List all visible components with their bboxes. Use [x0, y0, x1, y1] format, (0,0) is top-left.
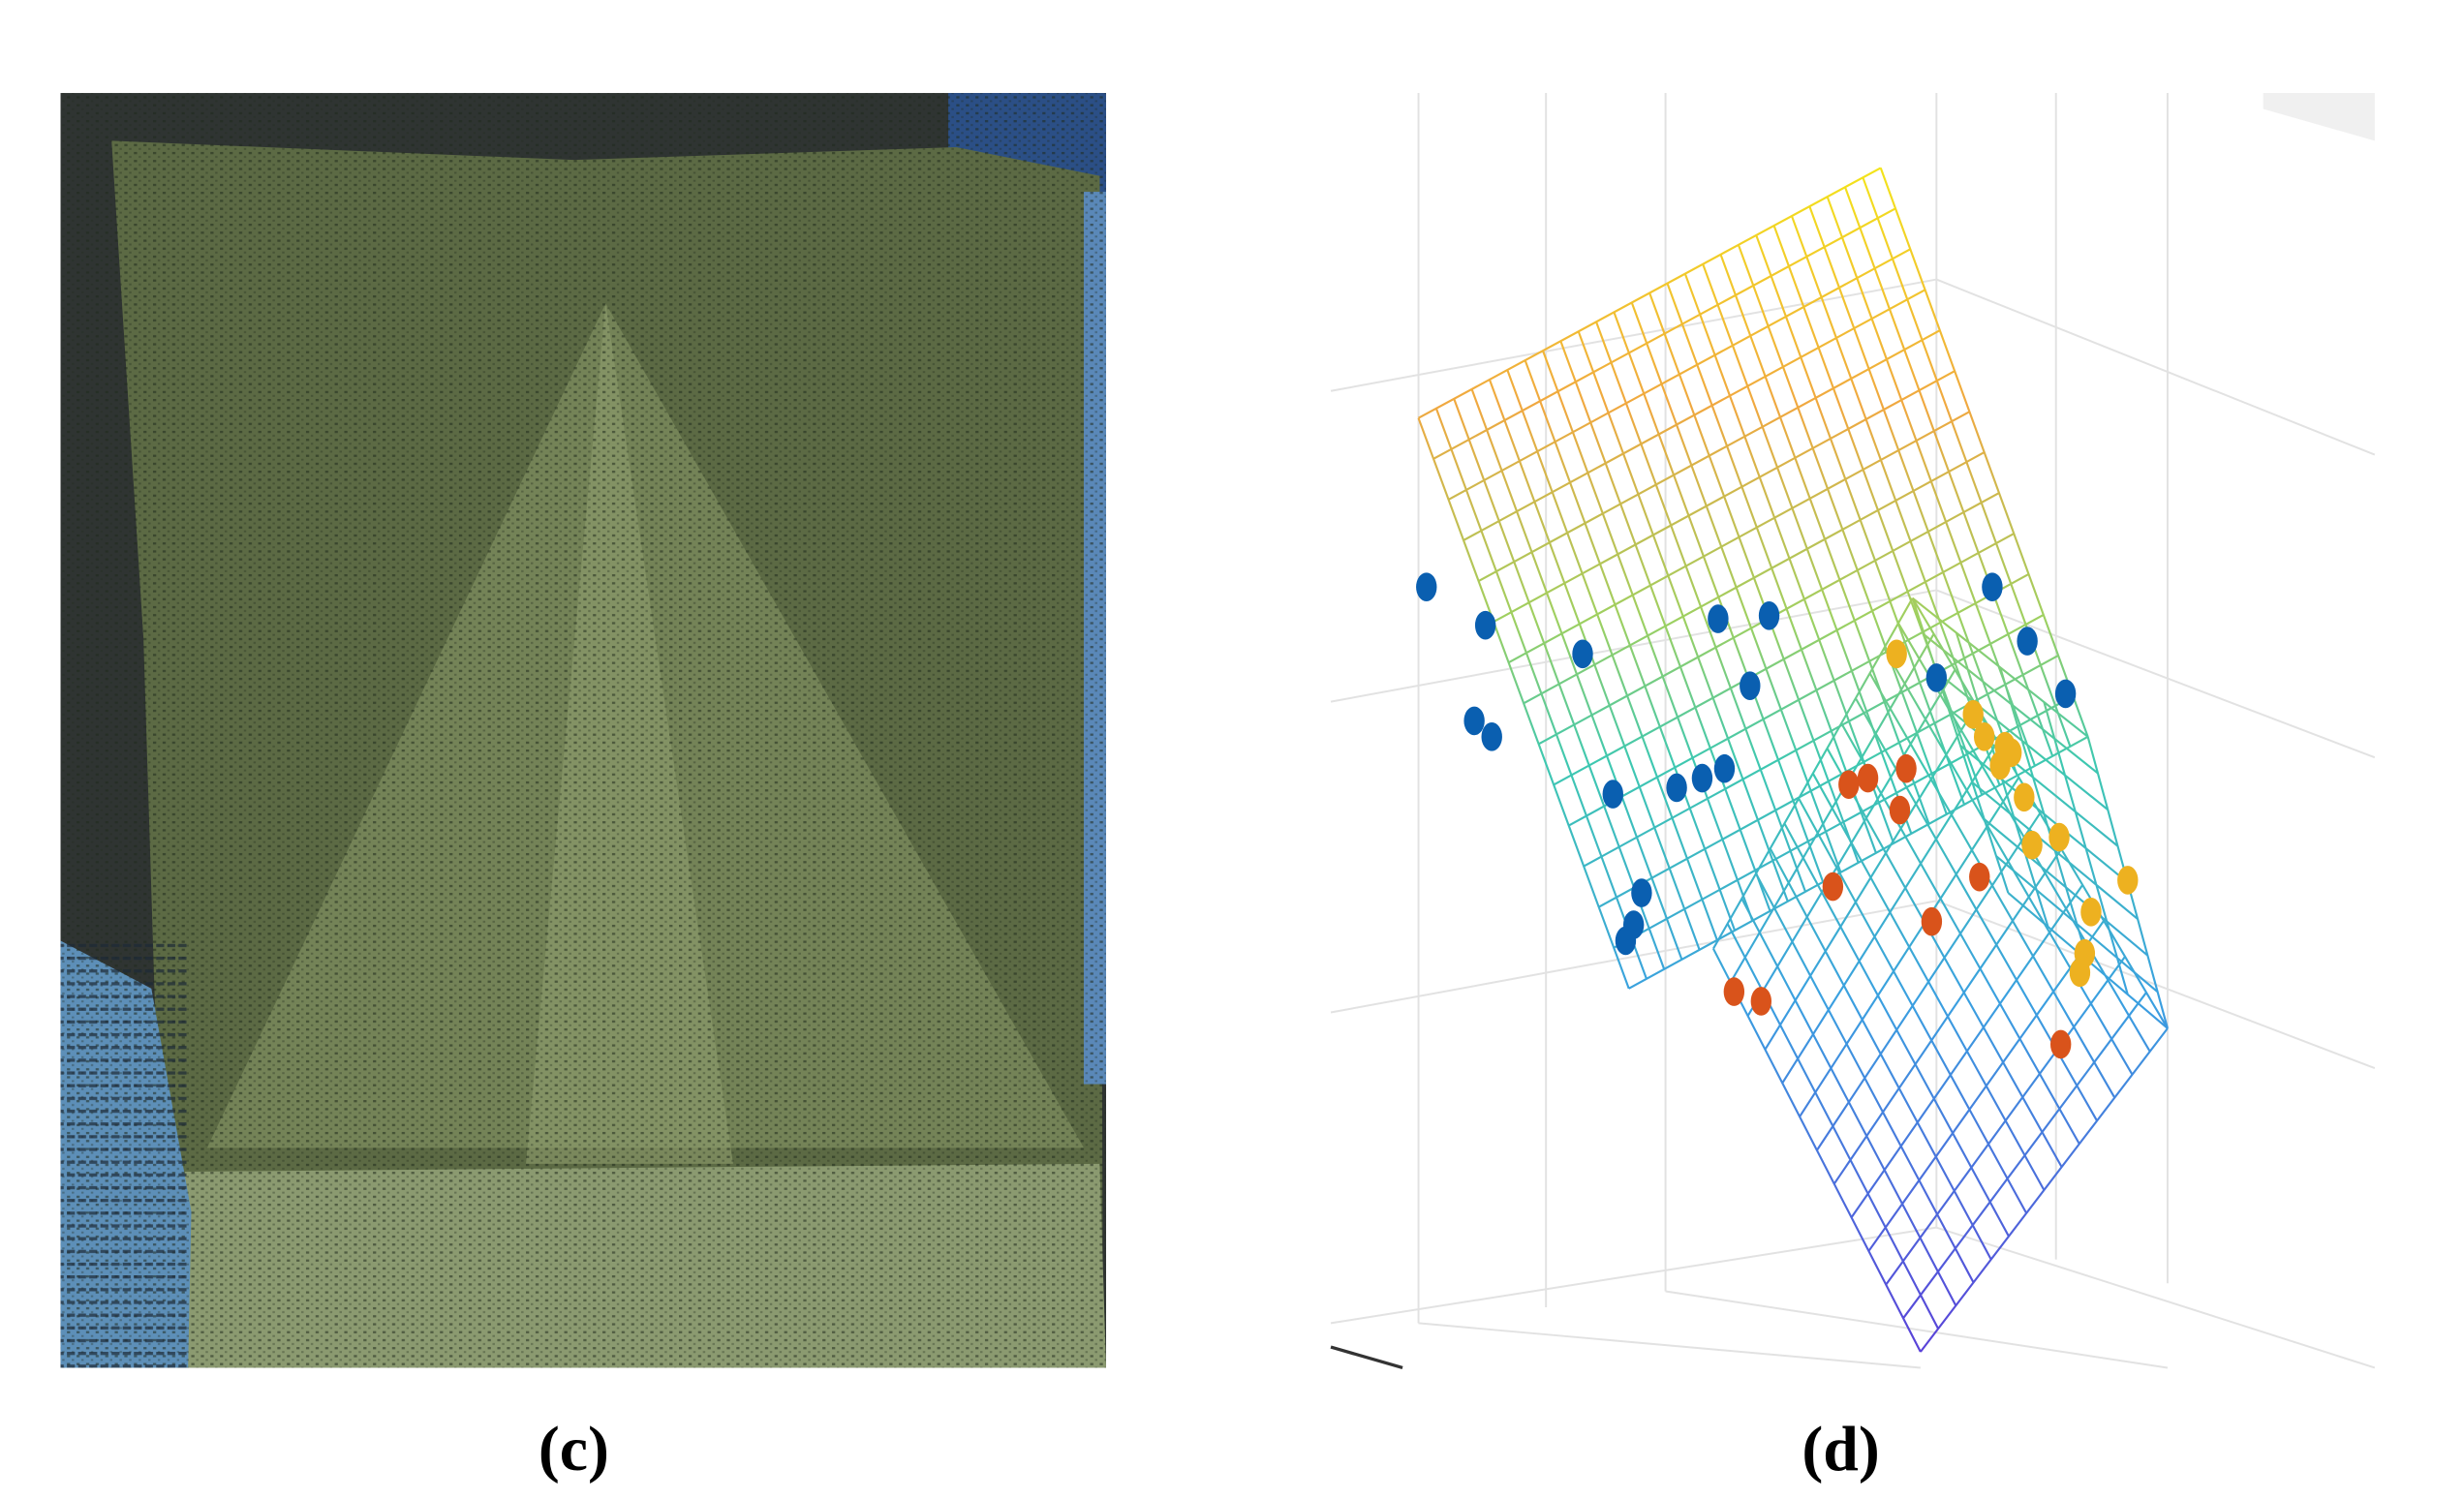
scatter-point [2048, 822, 2070, 852]
surface-plot-panel [1330, 93, 2376, 1370]
scatter-point [2117, 866, 2139, 895]
scatter-point [1708, 604, 1729, 633]
scatter-point [1691, 763, 1713, 793]
scatter-point [1713, 753, 1736, 783]
scatter-point [1631, 878, 1652, 907]
point-cloud-panel [60, 93, 1107, 1368]
scatter-point [1895, 753, 1917, 783]
scatter-point [1921, 906, 1943, 936]
scatter-point [2054, 679, 2077, 709]
scatter-point [1889, 795, 1911, 825]
panel-label: (c) [539, 1414, 609, 1484]
scatter-point [2017, 627, 2038, 656]
scatter-point [1822, 872, 1844, 902]
scatter-point [2049, 1029, 2072, 1059]
scatter-point [2014, 782, 2035, 812]
scatter-point [1750, 987, 1772, 1016]
scatter-point [1969, 862, 1990, 892]
scatter-point [1572, 639, 1593, 669]
scatter-point [1994, 731, 2016, 761]
mesh [1417, 167, 2089, 990]
scatter-point [1857, 763, 1879, 793]
scatter-point [1982, 572, 2003, 601]
scatter-point [2021, 830, 2043, 860]
scatter-point [2069, 958, 2091, 988]
scatter-point [1723, 977, 1745, 1006]
scatter-point [1758, 600, 1780, 630]
mesh [1712, 597, 2169, 1353]
scatter-point [1481, 722, 1502, 751]
scatter-point [1886, 639, 1907, 669]
scatter-point [1666, 773, 1687, 803]
scatter-point [2080, 898, 2102, 927]
panel-label: (d) [1802, 1414, 1879, 1484]
scatter-point [1740, 671, 1761, 700]
scatter-point [1416, 572, 1437, 601]
scatter-point [1602, 780, 1623, 809]
scatter-point [1962, 699, 1984, 729]
scatter-point [1615, 926, 1637, 956]
scatter-point [1838, 770, 1860, 800]
scatter-point [1973, 722, 1995, 751]
scatter-point [1925, 663, 1948, 692]
scatter-point [1463, 706, 1485, 736]
scatter-point [1474, 610, 1496, 640]
